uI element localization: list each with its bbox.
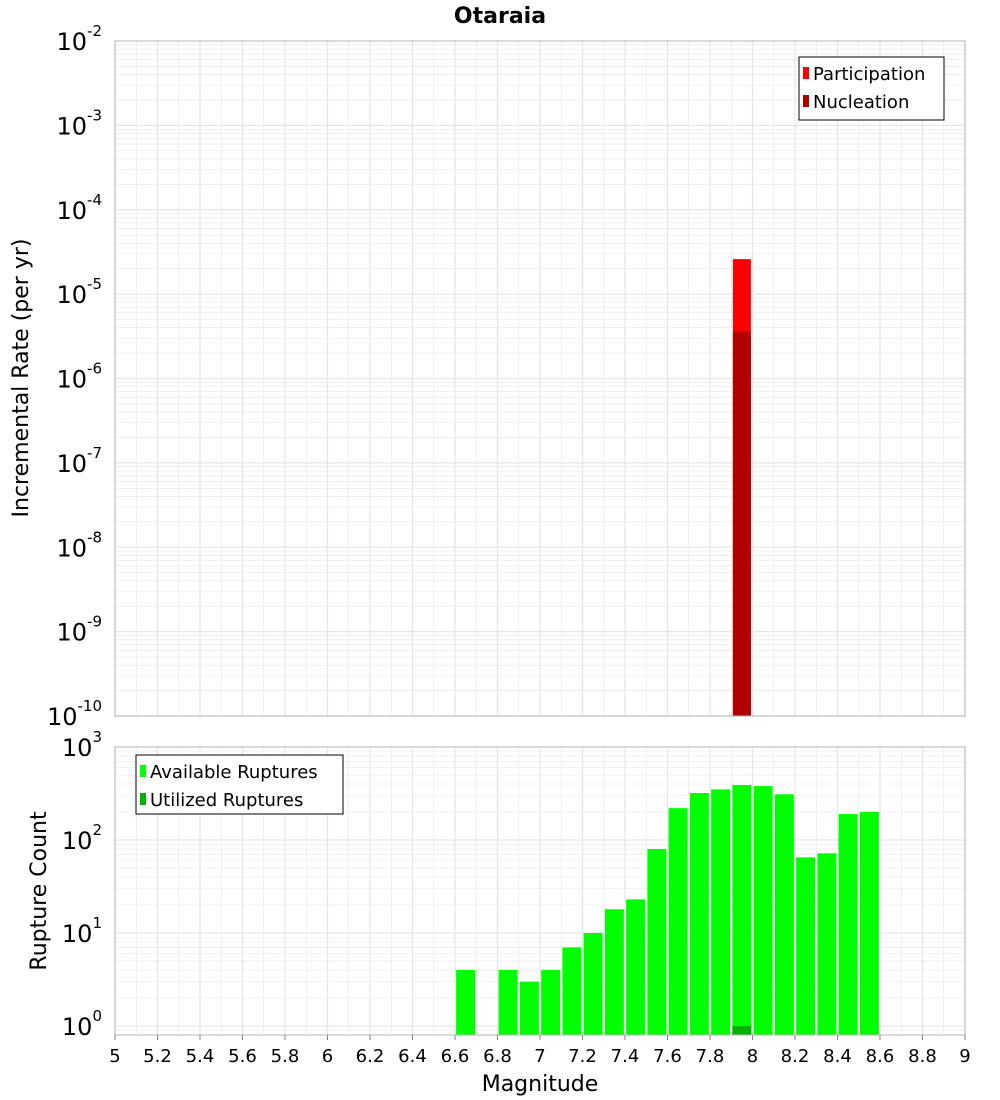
y-tick-label: 100 <box>62 1007 102 1041</box>
available-ruptures-bar <box>796 857 816 1035</box>
x-tick-label: 8.2 <box>781 1046 810 1067</box>
x-tick-label: 8.6 <box>866 1046 895 1067</box>
available-ruptures-bar <box>859 812 879 1035</box>
available-ruptures-bar <box>647 849 667 1035</box>
x-tick-label: 7.8 <box>696 1046 725 1067</box>
x-tick-label: 6.8 <box>483 1046 512 1067</box>
legend-box <box>135 754 344 815</box>
available-ruptures-bar <box>456 969 476 1035</box>
x-tick-label: 5.8 <box>271 1046 300 1067</box>
x-tick-label: 8.4 <box>823 1046 852 1067</box>
legend-label: Participation <box>813 64 925 85</box>
available-ruptures-bar <box>711 789 731 1035</box>
y-axis-label: Incremental Rate (per yr) <box>9 239 34 518</box>
rupture-count-panel: 100 101 102 103 Rupture Count 5 5.2 5.4 5.6 5.8 6 6… <box>27 728 971 1067</box>
y-tick-label: 10-5 <box>56 275 102 309</box>
legend-swatch <box>140 765 146 777</box>
nucleation-bar <box>732 331 751 716</box>
available-ruptures-bar <box>838 814 858 1035</box>
available-ruptures-bar <box>541 969 561 1035</box>
x-tick-label: 6.2 <box>356 1046 385 1067</box>
y-tick-label: 10-3 <box>56 106 102 140</box>
y-tick-label: 10-2 <box>56 22 102 56</box>
available-ruptures-bar <box>626 899 646 1035</box>
x-tick-label: 6 <box>322 1046 333 1067</box>
y-tick-label: 10-6 <box>56 360 102 394</box>
x-tick-label: 8.8 <box>908 1046 937 1067</box>
available-ruptures-bar <box>583 932 603 1035</box>
y-tick-label: 103 <box>62 728 102 762</box>
available-ruptures-bar <box>519 981 539 1035</box>
legend-label: Utilized Ruptures <box>150 790 303 811</box>
x-tick-label: 5.6 <box>228 1046 257 1067</box>
legend-swatch <box>140 793 146 805</box>
legend-label: Nucleation <box>813 92 909 113</box>
x-tick-label: 5 <box>109 1046 120 1067</box>
available-ruptures-bar <box>498 969 518 1035</box>
x-tick-label: 7.2 <box>568 1046 597 1067</box>
legend-label: Available Ruptures <box>150 762 318 783</box>
x-tick-label: 5.4 <box>186 1046 215 1067</box>
available-ruptures-bar <box>604 909 624 1035</box>
y-axis-label: Rupture Count <box>27 811 52 971</box>
y-tick-label: 10-7 <box>56 444 102 478</box>
available-ruptures-bar <box>774 794 794 1035</box>
x-tick-label: 5.2 <box>143 1046 172 1067</box>
available-ruptures-bar <box>668 808 688 1035</box>
x-axis-label: Magnitude <box>482 1072 599 1097</box>
x-tick-label: 7.4 <box>611 1046 640 1067</box>
y-tick-label: 10-9 <box>56 613 102 647</box>
rate-panel: 10-10 10-9 10-8 10-7 10-6 10-5 10-4 10-3 10-2 Inc… <box>9 22 966 731</box>
x-tick-label: 8 <box>747 1046 758 1067</box>
x-tick-label: 9 <box>959 1046 970 1067</box>
x-tick-label: 6.4 <box>398 1046 427 1067</box>
chart-title: Otaraia <box>454 4 546 29</box>
legend-swatch <box>803 67 809 79</box>
available-ruptures-bar <box>689 793 709 1035</box>
legend-swatch <box>803 95 809 107</box>
plot-frame <box>114 40 966 717</box>
x-tick-label: 7.6 <box>653 1046 682 1067</box>
x-tick-label: 7 <box>534 1046 545 1067</box>
y-tick-label: 10-10 <box>47 697 102 731</box>
utilized-ruptures-bar <box>732 1025 752 1035</box>
x-tick-label: 6.6 <box>441 1046 470 1067</box>
y-tick-label: 102 <box>62 821 102 855</box>
y-tick-label: 101 <box>62 914 102 948</box>
y-tick-label: 10-8 <box>56 528 102 562</box>
y-tick-label: 10-4 <box>56 191 102 225</box>
legend-box <box>798 56 945 121</box>
available-ruptures-bar <box>562 947 582 1035</box>
available-ruptures-bar <box>817 853 837 1035</box>
available-ruptures-bar <box>753 786 773 1035</box>
available-ruptures-bar <box>732 785 752 1035</box>
